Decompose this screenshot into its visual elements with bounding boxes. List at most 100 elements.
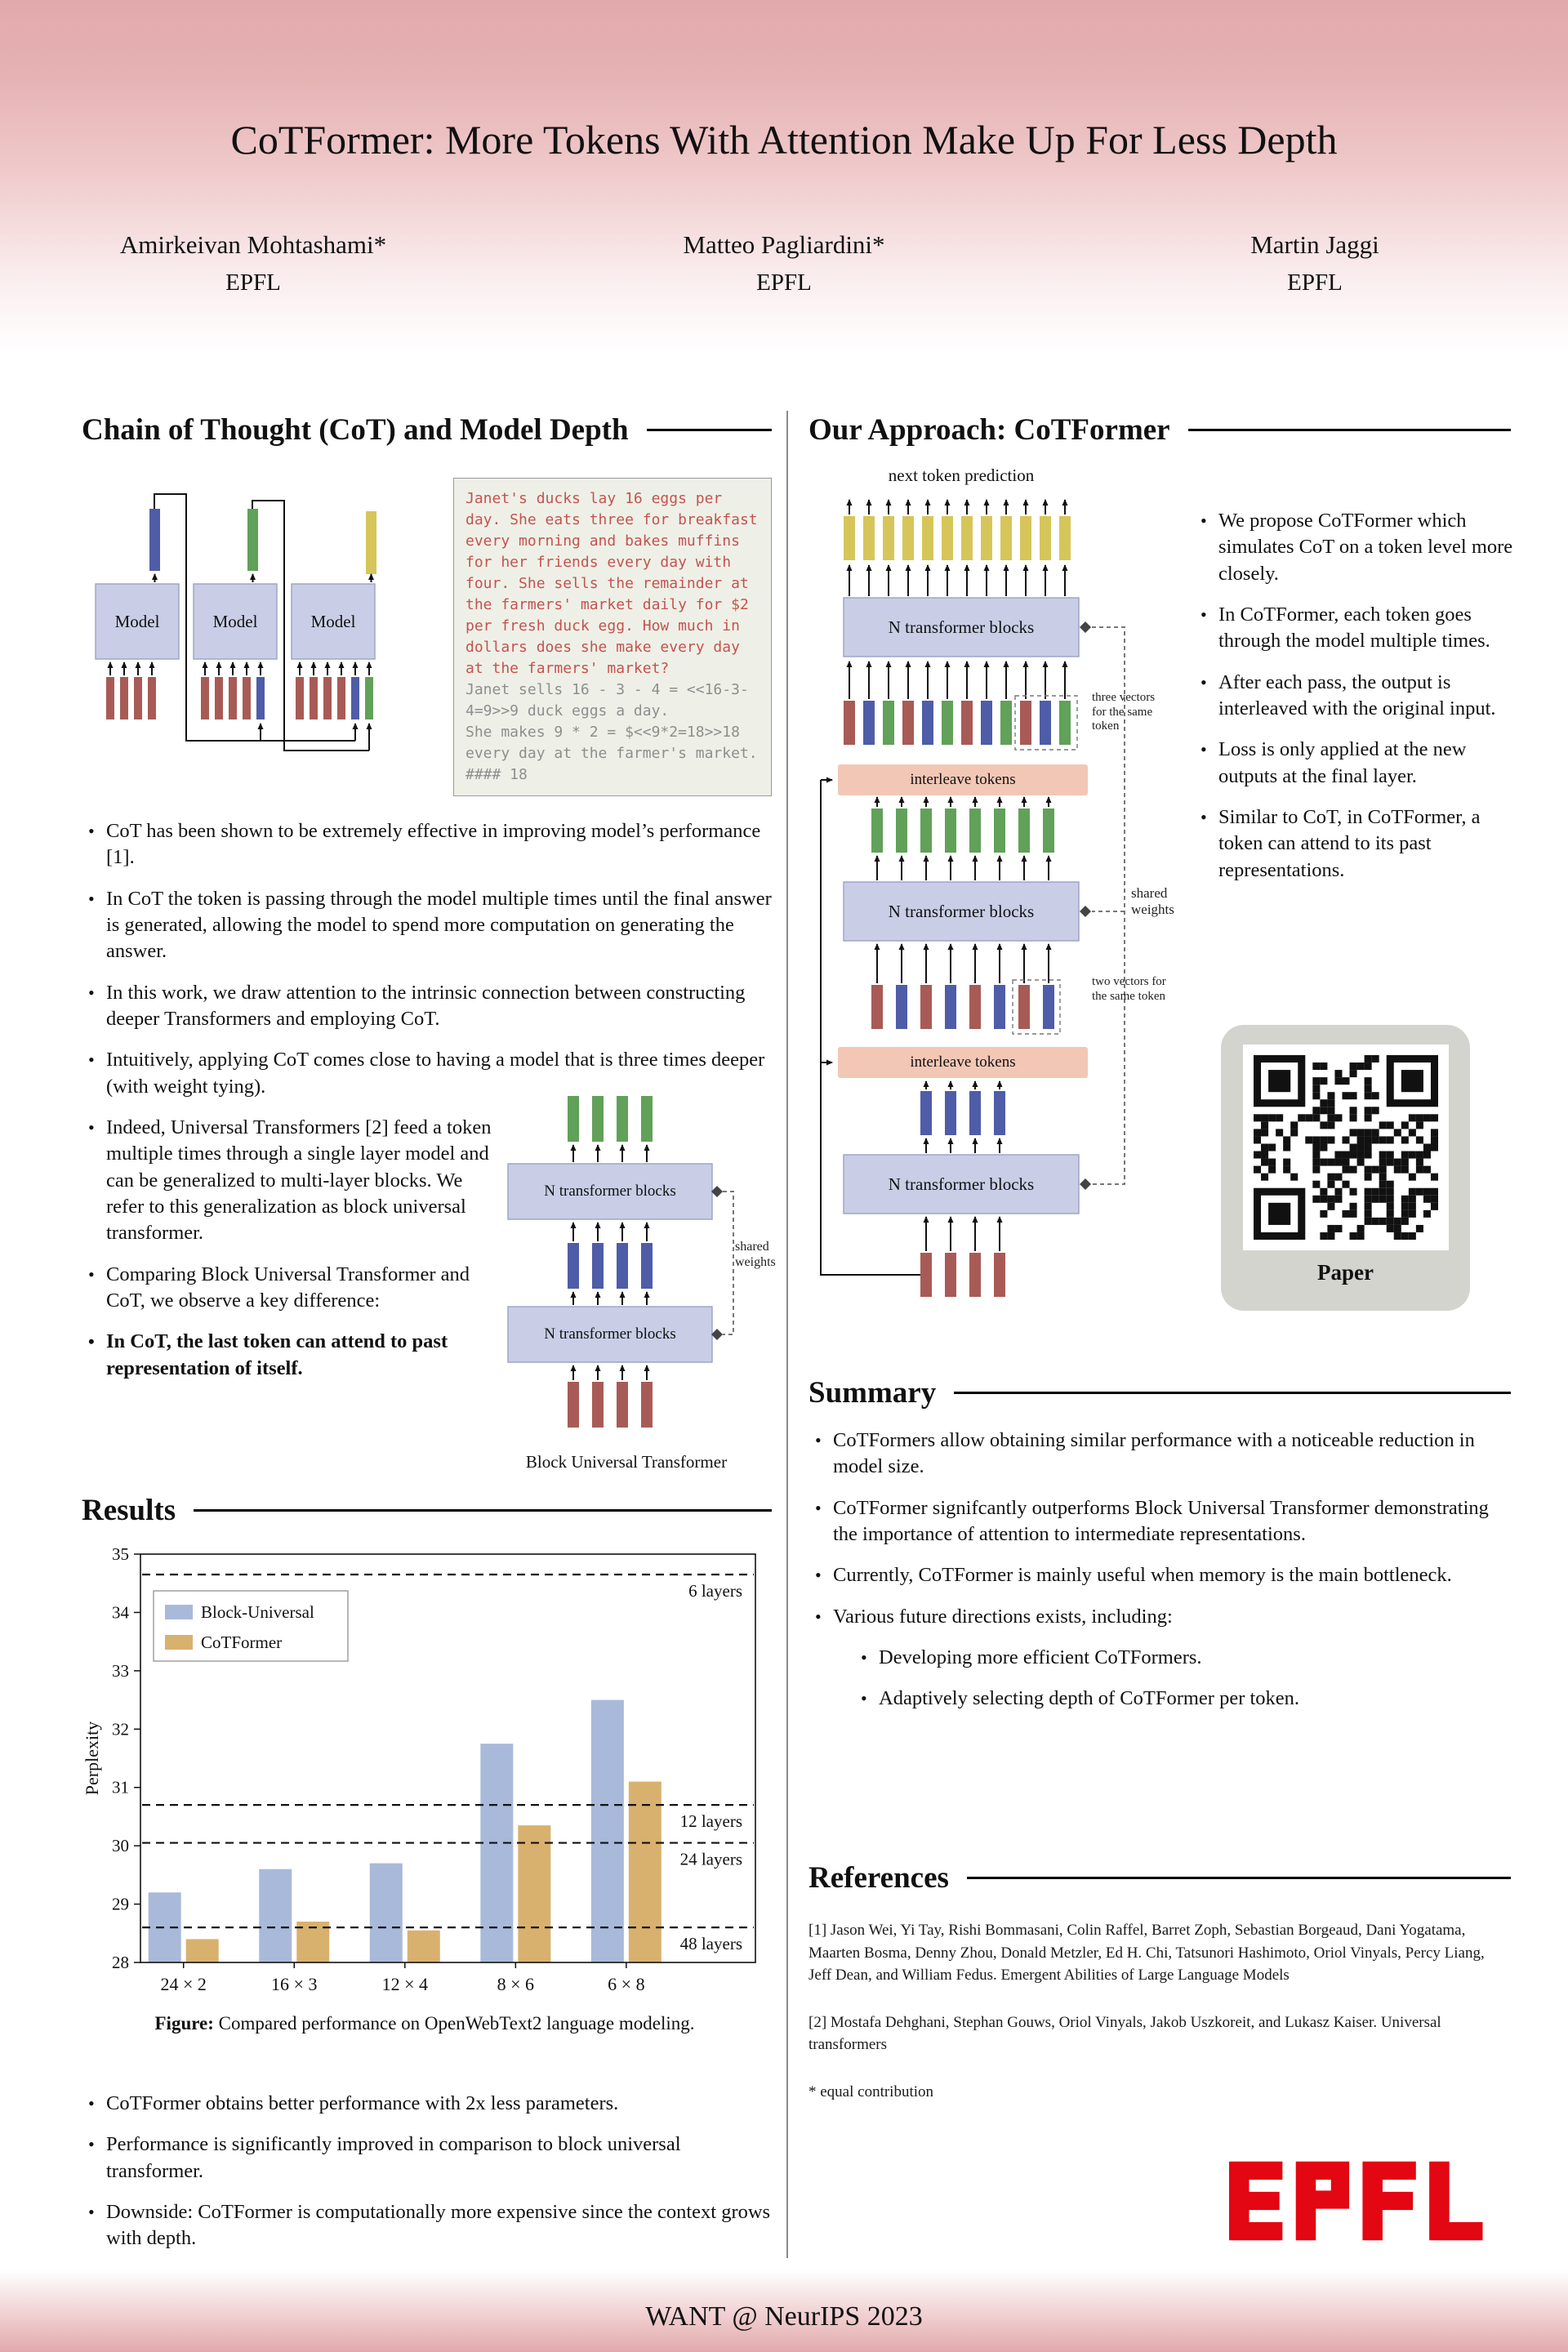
qr-module xyxy=(1408,1173,1416,1181)
token-bar xyxy=(617,1243,628,1289)
token-bar xyxy=(617,1096,628,1142)
qr-module xyxy=(1260,1151,1268,1159)
cot-example-answer: #### 18 xyxy=(466,766,528,783)
section-heading-cot-text: Chain of Thought (CoT) and Model Depth xyxy=(82,413,629,447)
results-bullet-list: CoTFormer obtains better performance wit… xyxy=(82,2091,772,2267)
qr-module xyxy=(1379,1158,1387,1166)
qr-module xyxy=(1326,1092,1334,1100)
footer-text: WANT @ NeurIPS 2023 xyxy=(645,2301,923,2332)
qr-module xyxy=(1408,1114,1416,1122)
token-bar xyxy=(945,1253,956,1297)
cot-example-box: Janet's ducks lay 16 eggs per day. She e… xyxy=(453,478,772,796)
bullet-item: Performance is significantly improved in… xyxy=(82,2132,772,2185)
x-tick-label: 16 × 3 xyxy=(271,1974,317,1994)
qr-module xyxy=(1312,1092,1320,1100)
qr-module xyxy=(1326,1107,1334,1115)
qr-module xyxy=(1379,1121,1387,1129)
model-box xyxy=(291,583,376,660)
qr-module xyxy=(1319,1136,1327,1144)
model-box xyxy=(193,583,278,660)
qr-module xyxy=(1401,1232,1409,1240)
qr-module xyxy=(1312,1114,1320,1122)
token-bar xyxy=(337,677,345,719)
qr-module xyxy=(1356,1232,1365,1240)
qr-module xyxy=(1401,1151,1409,1159)
token-bar xyxy=(1018,808,1030,853)
qr-module xyxy=(1430,1114,1438,1122)
group-outline xyxy=(1014,695,1078,751)
token-bar xyxy=(148,677,156,719)
shared-weights-link xyxy=(1092,626,1125,1185)
qr-module xyxy=(1267,1158,1276,1166)
qr-module xyxy=(1364,1195,1372,1203)
author-affiliation: EPFL xyxy=(225,270,281,296)
qr-module xyxy=(1326,1121,1334,1129)
column-divider xyxy=(786,411,788,2258)
qr-module xyxy=(1349,1209,1357,1218)
bullet-item: CoT has been shown to be extremely effec… xyxy=(82,818,772,871)
references-block: [1] Jason Wei, Yi Tay, Rishi Bommasani, … xyxy=(808,1919,1494,2103)
qr-module xyxy=(1379,1195,1387,1203)
qr-module xyxy=(1393,1158,1401,1166)
qr-module xyxy=(1319,1209,1327,1218)
qr-module xyxy=(1364,1173,1372,1181)
qr-module xyxy=(1326,1180,1334,1188)
chart-bar xyxy=(369,1863,403,1962)
author-block: Martin Jaggi EPFL xyxy=(1135,230,1494,296)
chart-bar xyxy=(296,1922,330,1962)
qr-module xyxy=(1319,1187,1327,1196)
qr-module xyxy=(1282,1158,1290,1166)
qr-module xyxy=(1379,1217,1387,1225)
qr-module xyxy=(1364,1055,1372,1063)
qr-module xyxy=(1415,1165,1423,1174)
bullet-item: In CoTFormer, each token goes through th… xyxy=(1194,602,1514,655)
qr-module xyxy=(1401,1217,1409,1225)
qr-module xyxy=(1290,1173,1298,1181)
qr-module xyxy=(1326,1224,1334,1232)
bullet-item: After each pass, the output is interleav… xyxy=(1194,670,1514,723)
qr-module xyxy=(1304,1136,1312,1144)
qr-module xyxy=(1371,1107,1379,1115)
qr-module xyxy=(1408,1151,1416,1159)
token-bar xyxy=(1059,516,1071,560)
token-bar xyxy=(1018,985,1030,1029)
token-bar xyxy=(945,808,956,853)
qr-module xyxy=(1312,1107,1320,1115)
chart-bar xyxy=(518,1825,551,1962)
summary-block: CoTFormers allow obtaining similar perfo… xyxy=(808,1428,1511,1727)
qr-module xyxy=(1364,1062,1372,1071)
qr-module xyxy=(1393,1165,1401,1174)
token-bar xyxy=(961,516,973,560)
qr-module xyxy=(1312,1085,1320,1093)
qr-module xyxy=(1275,1114,1283,1122)
next-token-prediction-label: next token prediction xyxy=(888,466,1035,485)
figure-caption-text: Compared performance on OpenWebText2 lan… xyxy=(218,2013,695,2034)
section-heading-references: References xyxy=(808,1860,1511,1895)
y-tick-label: 30 xyxy=(112,1836,129,1855)
qr-module xyxy=(1371,1129,1379,1137)
token-bar xyxy=(863,516,875,560)
qr-module xyxy=(1430,1136,1438,1144)
bullet-item: CoTFormers allow obtaining similar perfo… xyxy=(808,1428,1511,1481)
token-bar xyxy=(134,677,142,719)
qr-finder xyxy=(1267,1202,1290,1225)
token-bar xyxy=(1043,985,1054,1029)
qr-module xyxy=(1334,1077,1342,1085)
qr-module xyxy=(1253,1151,1261,1159)
token-bar xyxy=(994,1253,1005,1297)
token-bar xyxy=(969,985,981,1029)
qr-module xyxy=(1253,1114,1261,1122)
diamond-marker xyxy=(1080,621,1091,633)
qr-module xyxy=(1334,1114,1342,1122)
qr-module xyxy=(1312,1062,1320,1071)
token-bar xyxy=(922,701,933,745)
qr-module xyxy=(1379,1165,1387,1174)
qr-module xyxy=(1408,1209,1416,1218)
qr-module xyxy=(1423,1209,1431,1218)
token-bar xyxy=(641,1382,653,1428)
qr-module xyxy=(1334,1173,1342,1181)
qr-module xyxy=(1415,1224,1423,1232)
qr-module xyxy=(1319,1143,1327,1152)
qr-module xyxy=(1319,1077,1327,1085)
qr-module xyxy=(1319,1099,1327,1107)
